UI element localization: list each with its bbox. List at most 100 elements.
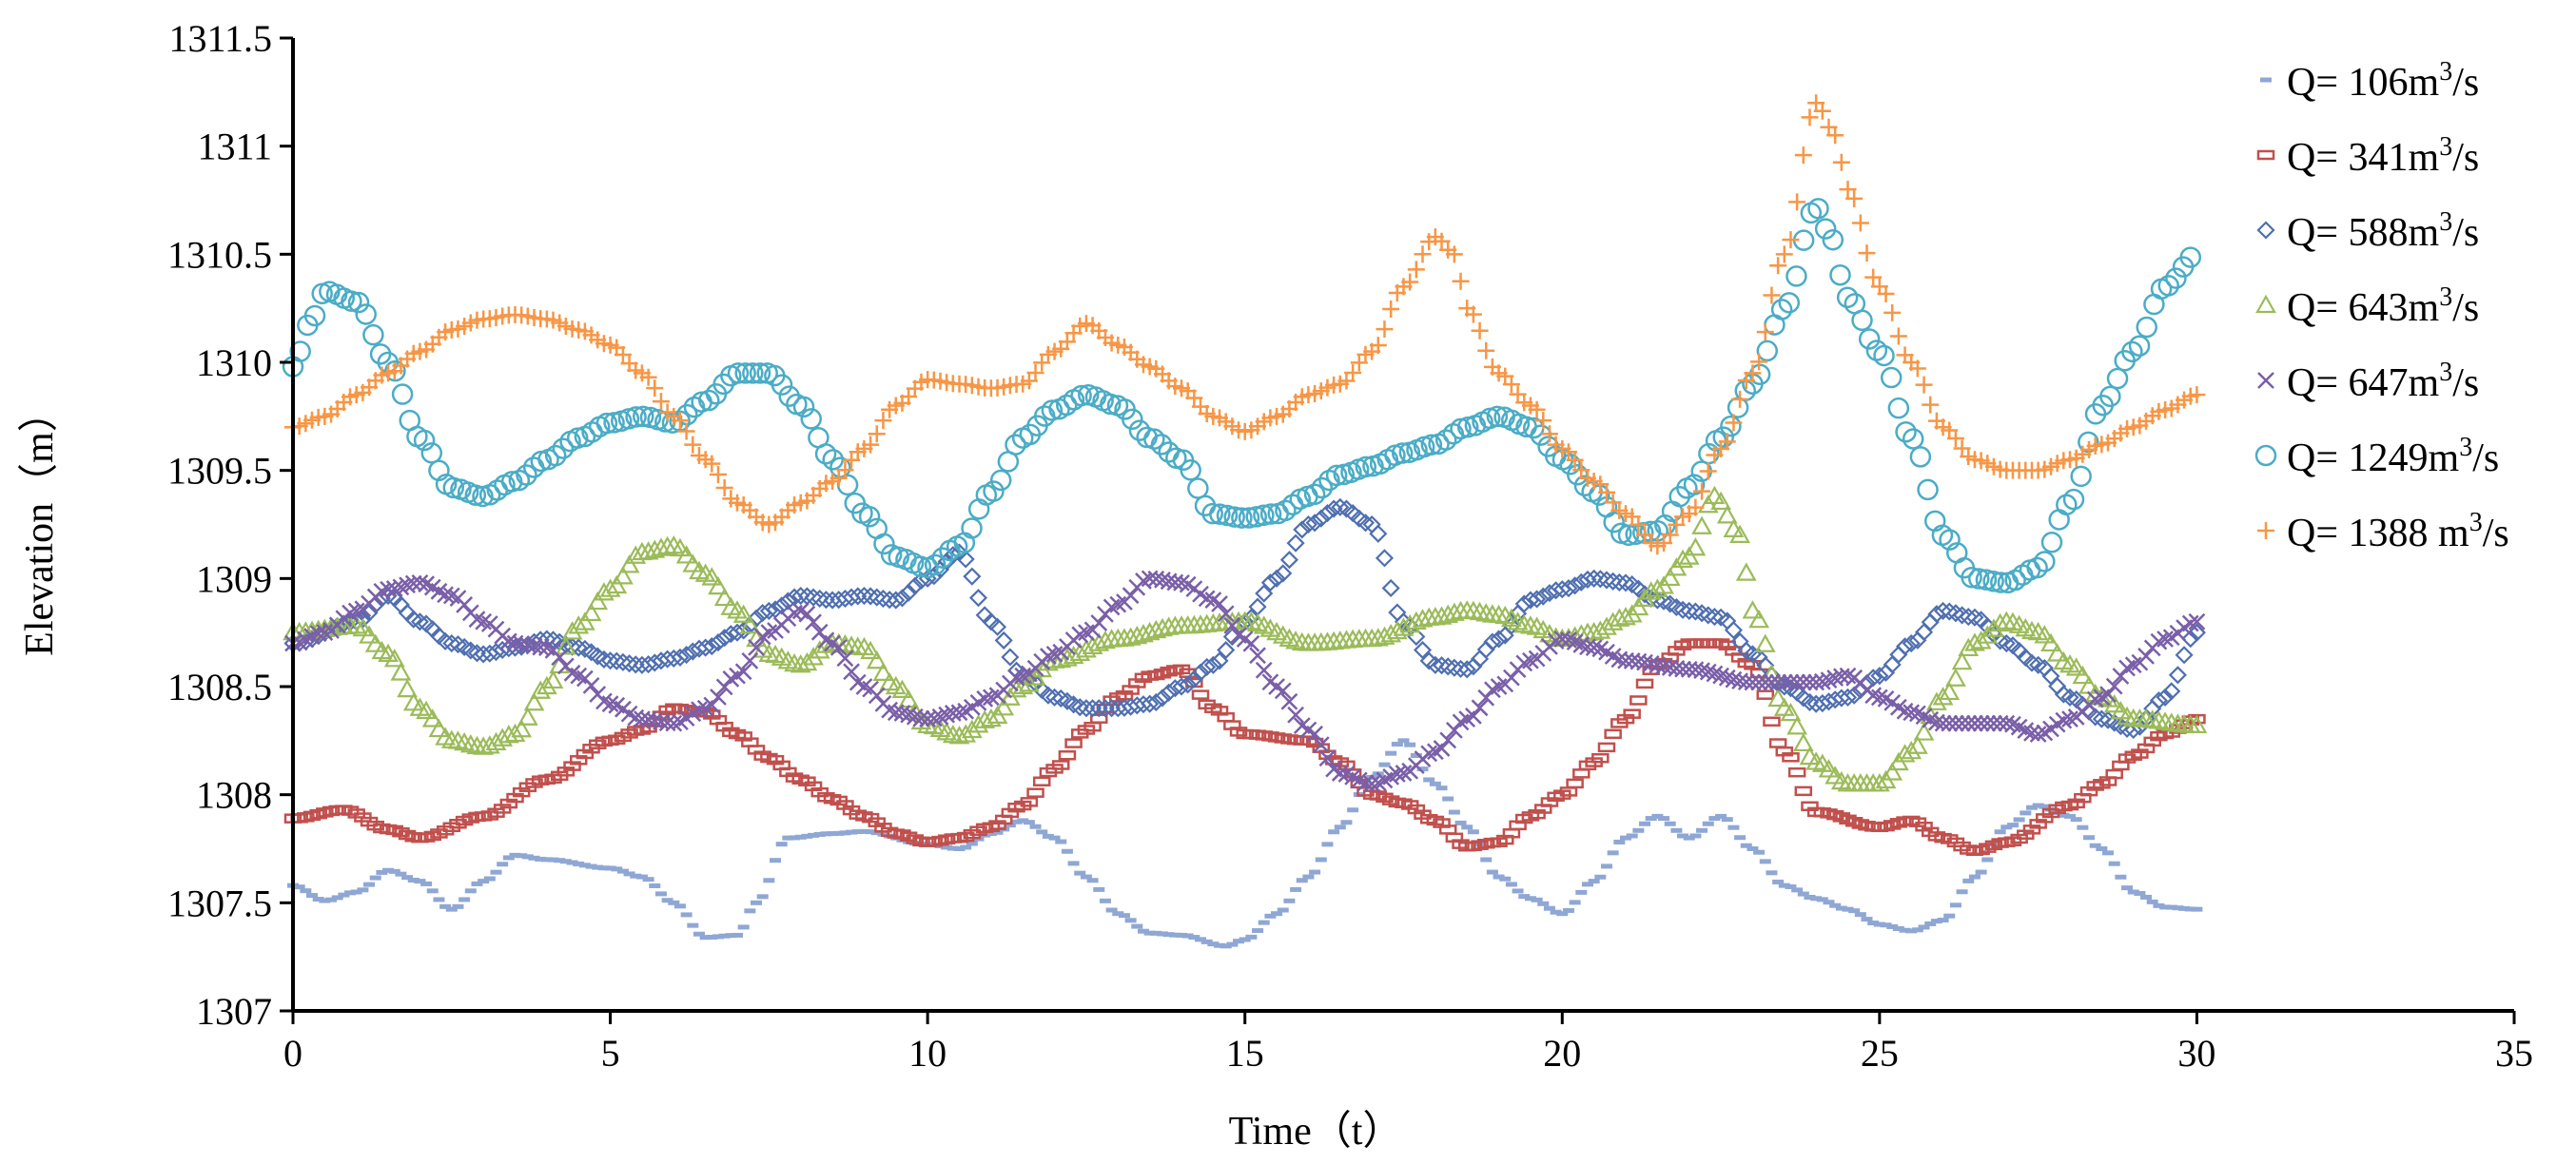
- data-point: [2092, 709, 2111, 728]
- data-point: [2188, 612, 2206, 630]
- data-point: [1851, 309, 1873, 332]
- data-point: [1198, 657, 1217, 676]
- data-point: [1475, 603, 1497, 622]
- data-point: [1932, 687, 1954, 706]
- data-point: [630, 873, 642, 879]
- data-point: [613, 566, 634, 585]
- data-point: [1670, 827, 1683, 833]
- data-point: [1245, 506, 1267, 528]
- data-point: [1718, 669, 1736, 687]
- data-point: [1636, 653, 1653, 671]
- data-point: [813, 831, 826, 837]
- legend-item: Q= 341m3/s: [2256, 132, 2479, 180]
- data-point: [587, 591, 609, 611]
- data-point: [1553, 630, 1571, 648]
- data-point: [1756, 673, 1774, 691]
- data-point: [1905, 928, 1918, 934]
- data-point: [1356, 774, 1375, 792]
- data-point: [442, 476, 465, 499]
- data-point: [300, 888, 312, 894]
- data-point: [1915, 376, 1933, 394]
- data-point: [1744, 673, 1762, 691]
- data-point: [383, 649, 405, 668]
- data-point: [963, 567, 982, 586]
- data-point: [1086, 878, 1099, 883]
- data-point: [1214, 942, 1226, 948]
- data-point: [1005, 434, 1026, 456]
- data-point: [1968, 568, 1990, 590]
- data-point: [1706, 665, 1724, 683]
- data-point: [1156, 931, 1168, 937]
- data-point: [2121, 340, 2143, 363]
- series-3: [283, 485, 2208, 792]
- data-point: [1274, 682, 1292, 700]
- data-point: [517, 707, 538, 726]
- data-point: [742, 362, 764, 384]
- data-point: [1909, 446, 1932, 468]
- data-point: [950, 704, 968, 722]
- data-point: [637, 541, 659, 560]
- data-point: [1032, 776, 1051, 786]
- data-point: [552, 437, 575, 459]
- data-point: [1412, 609, 1434, 628]
- data-point: [1070, 698, 1089, 717]
- data-point: [665, 714, 683, 732]
- data-point: [604, 865, 616, 871]
- data-point: [801, 833, 813, 839]
- legend-label: Q= 647m3/s: [2287, 358, 2479, 405]
- data-point: [625, 545, 647, 564]
- legend-label-sup: 3: [2439, 282, 2452, 312]
- data-point: [1934, 714, 1952, 732]
- data-point: [595, 412, 618, 435]
- data-point: [900, 706, 918, 724]
- data-point: [1588, 879, 1600, 884]
- data-point: [561, 621, 583, 640]
- data-point: [1355, 456, 1377, 478]
- data-point: [877, 831, 889, 837]
- data-point: [1877, 285, 1895, 303]
- data-point: [1118, 913, 1130, 919]
- data-point: [2178, 905, 2191, 911]
- data-point: [1179, 675, 1198, 694]
- data-point: [1414, 245, 1432, 263]
- data-point: [2143, 736, 2161, 747]
- data-point: [1604, 728, 1622, 740]
- x-tick-label: 15: [1226, 1032, 1264, 1075]
- data-point: [1210, 651, 1229, 670]
- data-point: [2036, 813, 2054, 824]
- data-point: [554, 858, 566, 863]
- data-point: [891, 679, 913, 699]
- data-point: [2162, 682, 2181, 701]
- data-point: [2034, 625, 2056, 644]
- data-point: [1045, 646, 1064, 663]
- data-point: [899, 583, 918, 602]
- data-point: [2061, 710, 2078, 728]
- data-point: [1763, 716, 1781, 728]
- data-point: [1321, 842, 1334, 847]
- data-point: [1775, 673, 1793, 691]
- data-point: [1201, 502, 1223, 525]
- data-point: [1792, 732, 1814, 752]
- y-tick-label: 1311: [197, 126, 272, 168]
- data-point: [563, 761, 581, 771]
- data-point: [1139, 621, 1161, 641]
- data-point: [836, 461, 854, 479]
- data-point: [1581, 882, 1593, 887]
- data-point: [1176, 932, 1187, 938]
- data-point: [1772, 879, 1785, 884]
- data-point: [1473, 842, 1486, 847]
- legend-label-tail: /s: [2483, 512, 2509, 555]
- data-point: [1438, 657, 1457, 676]
- data-point: [1786, 265, 1807, 287]
- data-point: [573, 861, 585, 866]
- data-point: [342, 604, 359, 622]
- data-point: [472, 485, 494, 508]
- legend-label-main: Q= 1388 m: [2287, 512, 2469, 555]
- data-point: [559, 859, 572, 864]
- data-point: [1452, 839, 1470, 849]
- data-point: [493, 804, 512, 814]
- data-point: [1010, 819, 1023, 824]
- y-tick-group: 1307 1307.5 1308 1308.5 1309 1309.5 1310 1310.5…: [167, 17, 293, 1033]
- data-point: [357, 887, 369, 893]
- data-point: [1845, 189, 1864, 207]
